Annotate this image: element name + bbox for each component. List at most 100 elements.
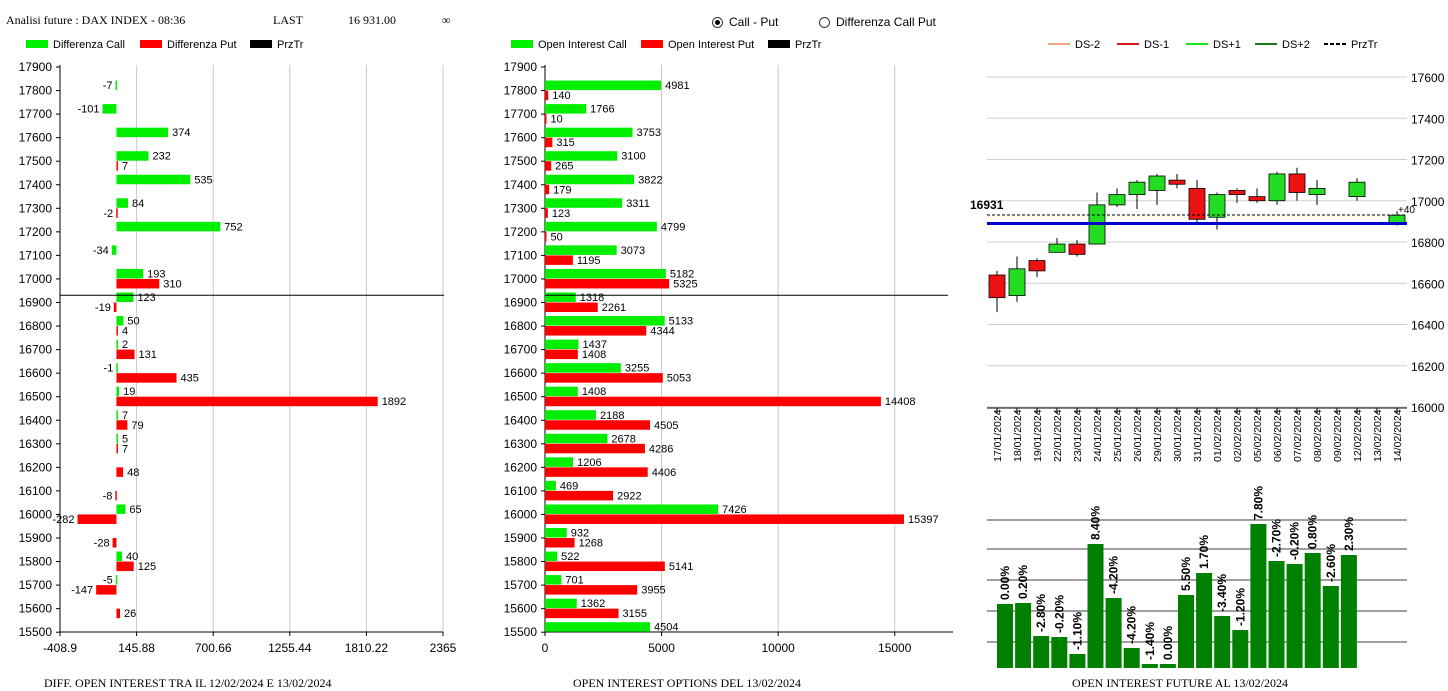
x-tick-label: 07/02/2024 bbox=[1292, 409, 1304, 462]
data-label: 7 bbox=[122, 410, 128, 422]
data-label: 3753 bbox=[636, 127, 660, 139]
data-label: 123 bbox=[552, 208, 570, 220]
future-chart-caption: OPEN INTEREST FUTURE AL 13/02/2024 bbox=[1072, 676, 1289, 690]
options-chart-caption: OPEN INTEREST OPTIONS DEL 13/02/2024 bbox=[573, 676, 801, 690]
call-bar bbox=[116, 292, 134, 302]
x-tick-label: 09/02/2024 bbox=[1332, 409, 1344, 462]
x-tick-label: 29/01/2024 bbox=[1152, 409, 1164, 462]
mode-call-put-label: Call - Put bbox=[729, 15, 779, 29]
put-bar bbox=[545, 231, 547, 242]
mode-difference-radio[interactable]: Differenza Call Put bbox=[819, 15, 936, 29]
call-bar bbox=[116, 127, 169, 138]
candle-body bbox=[1108, 194, 1126, 206]
put-bar bbox=[545, 184, 550, 195]
call-bar bbox=[545, 504, 719, 514]
call-bar bbox=[545, 410, 597, 420]
legend-label: DS+2 bbox=[1282, 39, 1310, 51]
y-tick-label: 16900 bbox=[19, 296, 53, 310]
put-bar bbox=[545, 561, 665, 572]
x-tick-label: 10000 bbox=[761, 641, 795, 655]
data-label: 5182 bbox=[670, 268, 694, 280]
data-label: 7 bbox=[122, 443, 128, 455]
y-tick-label: 16300 bbox=[19, 437, 53, 451]
y-tick-label: 16700 bbox=[504, 343, 538, 357]
candle-body bbox=[1068, 243, 1086, 255]
data-label: 1892 bbox=[382, 396, 406, 408]
bar-label: -1.10% bbox=[1070, 612, 1084, 650]
put-bar bbox=[116, 396, 378, 407]
y-tick-label: 17600 bbox=[504, 131, 538, 145]
last-value: 16 931.00 bbox=[348, 13, 396, 27]
bar-label: 0.80% bbox=[1306, 515, 1320, 549]
delta-label: +40 bbox=[1398, 205, 1415, 216]
data-label: 2188 bbox=[600, 410, 624, 422]
y-tick-label: 15900 bbox=[504, 531, 538, 545]
data-label: -7 bbox=[103, 80, 113, 92]
mode-call-put-radio[interactable]: Call - Put bbox=[712, 15, 778, 29]
y-tick-label: 17500 bbox=[19, 154, 53, 168]
put-bar bbox=[96, 585, 117, 595]
data-label: 15397 bbox=[908, 514, 939, 526]
candle-body bbox=[988, 274, 1006, 299]
call-bar bbox=[545, 433, 608, 444]
oi-future-bar bbox=[1340, 555, 1357, 668]
data-label: 4344 bbox=[650, 326, 674, 338]
y-tick-label: 16000 bbox=[504, 507, 538, 521]
data-label: 7426 bbox=[722, 504, 746, 516]
data-label: 4981 bbox=[665, 80, 689, 92]
oi-future-bar bbox=[1141, 664, 1158, 668]
x-tick-label: 30/01/2024 bbox=[1172, 409, 1184, 462]
put-bar bbox=[545, 326, 647, 336]
data-label: 1408 bbox=[582, 349, 606, 361]
x-tick-label: 2365 bbox=[430, 641, 457, 655]
data-label: 752 bbox=[224, 221, 242, 233]
call-bar bbox=[545, 292, 576, 302]
call-bar bbox=[545, 174, 635, 185]
bar-label: -4.20% bbox=[1125, 606, 1139, 644]
oi-future-bar bbox=[1250, 524, 1267, 668]
legend-swatch bbox=[768, 40, 790, 48]
call-bar bbox=[545, 80, 662, 91]
legend-label: Differenza Put bbox=[167, 39, 237, 51]
y-tick-label: 16600 bbox=[1411, 277, 1445, 291]
bar-label: -3.40% bbox=[1215, 574, 1229, 612]
y-tick-label: 17000 bbox=[504, 272, 538, 286]
legend-label: PrzTr bbox=[277, 39, 304, 51]
x-tick-label: 01/02/2024 bbox=[1212, 409, 1224, 462]
put-bar bbox=[116, 208, 118, 218]
data-label: 315 bbox=[556, 137, 574, 149]
data-label: 3255 bbox=[625, 363, 649, 375]
call-bar bbox=[545, 127, 633, 138]
data-label: 2261 bbox=[602, 302, 626, 314]
radio-selected-icon bbox=[712, 16, 723, 28]
call-bar bbox=[102, 104, 117, 114]
y-tick-label: 16400 bbox=[19, 413, 53, 427]
call-bar bbox=[545, 528, 567, 538]
legend-swatch bbox=[511, 40, 533, 48]
x-tick-label: 700.66 bbox=[195, 641, 232, 655]
x-tick-label: 15000 bbox=[878, 641, 912, 655]
data-label: -8 bbox=[103, 490, 113, 502]
data-label: 3822 bbox=[638, 174, 662, 186]
y-tick-label: 16700 bbox=[19, 343, 53, 357]
y-tick-label: 17700 bbox=[19, 107, 53, 121]
y-tick-label: 17300 bbox=[504, 201, 538, 215]
data-label: 19 bbox=[123, 386, 135, 398]
y-tick-label: 17800 bbox=[504, 84, 538, 98]
call-bar bbox=[116, 504, 126, 514]
put-bar bbox=[545, 585, 638, 595]
put-bar bbox=[545, 302, 598, 312]
y-tick-label: 15700 bbox=[19, 578, 53, 592]
data-label: 3100 bbox=[621, 151, 645, 163]
data-label: 14408 bbox=[885, 396, 916, 408]
data-label: 2678 bbox=[611, 433, 635, 445]
call-bar bbox=[545, 622, 651, 632]
data-label: 1766 bbox=[590, 104, 614, 116]
y-tick-label: 17600 bbox=[19, 131, 53, 145]
put-bar bbox=[116, 443, 118, 454]
legend-label: DS-2 bbox=[1075, 39, 1100, 51]
data-label: -2 bbox=[103, 208, 113, 220]
y-tick-label: 17300 bbox=[19, 201, 53, 215]
